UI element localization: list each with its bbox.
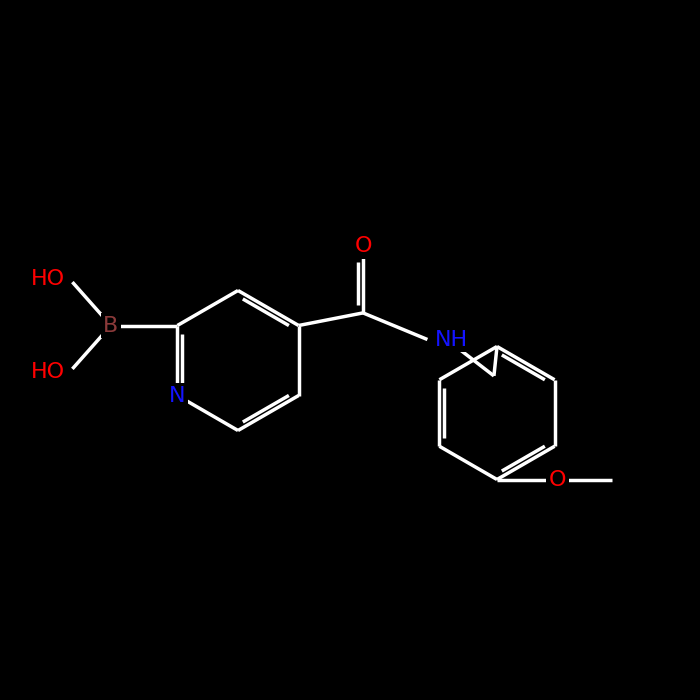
Text: NH: NH [435, 330, 468, 349]
Text: N: N [169, 386, 186, 405]
Text: HO: HO [32, 269, 65, 288]
Text: O: O [354, 237, 372, 256]
Text: O: O [549, 470, 567, 489]
Text: B: B [104, 316, 118, 335]
Text: HO: HO [32, 363, 65, 382]
